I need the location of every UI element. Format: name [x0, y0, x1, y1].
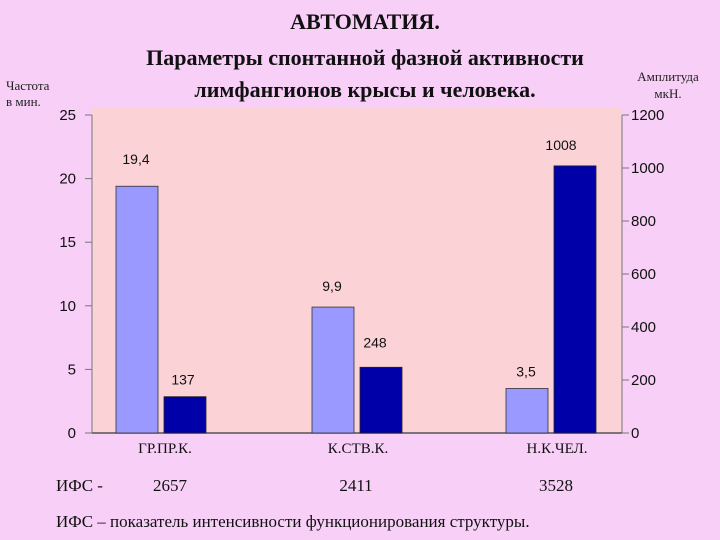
data-label-frequency: 19,4 — [122, 151, 149, 167]
left-tick-label: 15 — [59, 234, 76, 251]
right-tick-label: 1000 — [631, 160, 664, 177]
left-tick-label: 10 — [59, 298, 76, 315]
title-line-3: лимфангионов крысы и человека. — [194, 77, 536, 102]
left-tick-label: 20 — [59, 171, 76, 188]
title-line-2: Параметры спонтанной фазной активности — [146, 45, 584, 70]
ifs-value-1: 2657 — [153, 476, 187, 495]
data-label-amplitude: 137 — [171, 372, 195, 388]
plot-area — [92, 108, 622, 433]
right-tick-label: 0 — [631, 425, 639, 442]
left-tick-label: 5 — [68, 361, 76, 378]
title-line-1: АВТОМАТИЯ. — [290, 9, 440, 34]
left-tick-label: 0 — [68, 425, 76, 442]
bar-frequency — [115, 185, 159, 434]
right-tick-label: 1200 — [631, 107, 664, 124]
data-label-amplitude: 1008 — [545, 137, 576, 153]
bar-amplitude — [163, 396, 207, 434]
left-axis-label-line-1: Частота — [6, 78, 50, 93]
data-label-frequency: 3,5 — [516, 363, 536, 379]
bar-frequency — [505, 388, 549, 434]
bar-amplitude — [553, 165, 597, 434]
ifs-value-2: 2411 — [339, 476, 373, 495]
category-label-2: К.СТВ.К. — [327, 441, 389, 457]
bar-amplitude — [359, 366, 403, 434]
right-tick-label: 600 — [631, 266, 656, 283]
right-axis-label-line-1: Амплитуда — [637, 69, 699, 84]
right-tick-label: 800 — [631, 213, 656, 230]
right-axis-label-line-2: мкН. — [654, 86, 682, 101]
bar-frequency — [311, 306, 355, 434]
right-tick-label: 200 — [631, 372, 656, 389]
left-axis-label-line-2: в мин. — [6, 94, 41, 109]
ifs-value-3: 3528 — [539, 476, 573, 495]
right-axis-label: Амплитуда мкН. — [622, 68, 714, 102]
category-label-3: Н.К.ЧЕЛ. — [526, 441, 588, 457]
category-label-1: ГР.ПР.К. — [138, 441, 192, 457]
ifs-label: ИФС - — [56, 476, 103, 495]
data-label-frequency: 9,9 — [322, 278, 342, 294]
data-label-amplitude: 248 — [363, 334, 387, 350]
footnote: ИФС – показатель интенсивности функциони… — [56, 512, 530, 531]
right-tick-label: 400 — [631, 319, 656, 336]
left-axis-label: Частота в мин. — [6, 78, 49, 110]
left-tick-label: 25 — [59, 107, 76, 124]
